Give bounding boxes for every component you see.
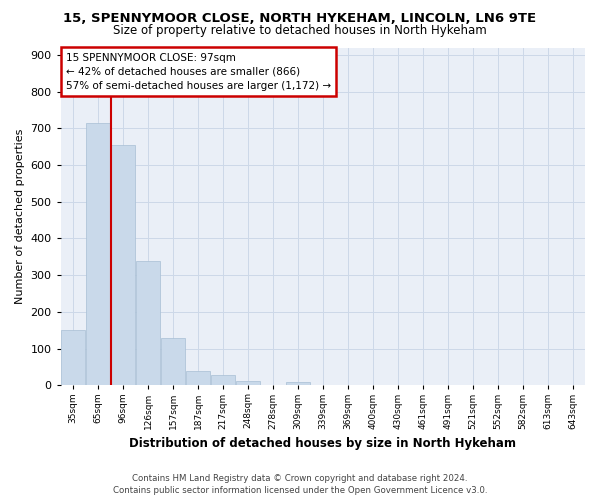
Bar — [86, 123, 110, 386]
Bar — [286, 382, 310, 386]
Bar — [61, 330, 85, 386]
Text: Size of property relative to detached houses in North Hykeham: Size of property relative to detached ho… — [113, 24, 487, 37]
Bar — [136, 261, 160, 386]
Text: 15 SPENNYMOOR CLOSE: 97sqm
← 42% of detached houses are smaller (866)
57% of sem: 15 SPENNYMOOR CLOSE: 97sqm ← 42% of deta… — [66, 52, 331, 90]
Y-axis label: Number of detached properties: Number of detached properties — [15, 128, 25, 304]
Text: Contains HM Land Registry data © Crown copyright and database right 2024.
Contai: Contains HM Land Registry data © Crown c… — [113, 474, 487, 495]
Text: 15, SPENNYMOOR CLOSE, NORTH HYKEHAM, LINCOLN, LN6 9TE: 15, SPENNYMOOR CLOSE, NORTH HYKEHAM, LIN… — [64, 12, 536, 26]
Bar — [111, 145, 135, 386]
Bar — [186, 370, 210, 386]
X-axis label: Distribution of detached houses by size in North Hykeham: Distribution of detached houses by size … — [130, 437, 517, 450]
Bar — [211, 375, 235, 386]
Bar — [161, 338, 185, 386]
Bar — [236, 381, 260, 386]
